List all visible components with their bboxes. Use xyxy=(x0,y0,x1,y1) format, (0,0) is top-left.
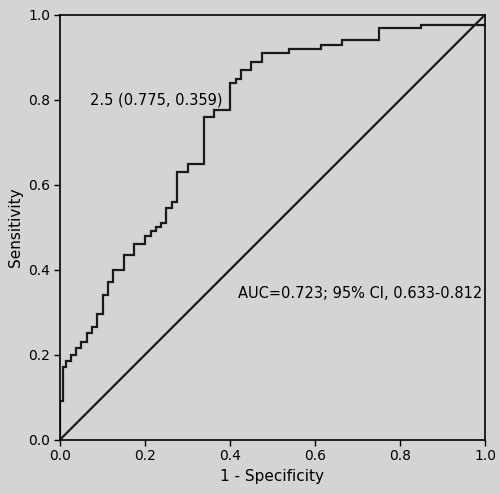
Y-axis label: Sensitivity: Sensitivity xyxy=(8,187,22,267)
Text: 2.5 (0.775, 0.359): 2.5 (0.775, 0.359) xyxy=(90,92,222,107)
X-axis label: 1 - Specificity: 1 - Specificity xyxy=(220,469,324,484)
Text: AUC=0.723; 95% CI, 0.633-0.812: AUC=0.723; 95% CI, 0.633-0.812 xyxy=(238,286,483,300)
